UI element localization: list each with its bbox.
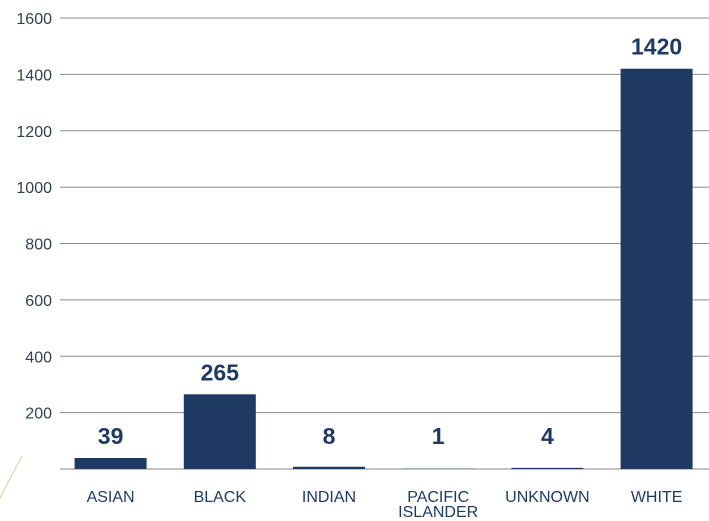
decorative-line	[0, 455, 23, 499]
x-tick-label-line: BLACK	[194, 489, 247, 506]
data-label: 4	[541, 423, 554, 449]
x-tick-label-line: WHITE	[631, 489, 683, 506]
data-label: 39	[98, 423, 124, 449]
x-tick-label-line: INDIAN	[302, 489, 356, 506]
bar	[74, 458, 147, 469]
data-labels: 39 265 8 1 4 1420	[98, 34, 682, 449]
bar	[511, 467, 584, 469]
x-tick-label-line: ASIAN	[87, 489, 135, 506]
data-label: 1420	[631, 34, 682, 60]
y-tick-label: 1400	[16, 67, 52, 84]
y-tick-label: 1000	[16, 180, 52, 197]
y-tick-label: 600	[25, 293, 52, 310]
bar	[620, 68, 693, 470]
x-tick-label: UNKNOWN	[505, 489, 589, 506]
bars	[74, 68, 693, 470]
y-tick-label: 400	[25, 349, 52, 366]
y-tick-label: 1200	[16, 124, 52, 141]
x-tick-label: INDIAN	[302, 489, 356, 506]
data-label: 265	[201, 359, 240, 385]
data-label: 8	[323, 423, 336, 449]
x-tick-label: WHITE	[631, 489, 683, 506]
gridlines	[60, 17, 709, 470]
y-tick-label: 800	[25, 237, 52, 254]
y-tick-label: 1600	[16, 11, 52, 28]
x-tick-label-line: ISLANDER	[398, 504, 478, 521]
x-tick-label-line: UNKNOWN	[505, 489, 589, 506]
x-tick-label-line: PACIFIC	[407, 489, 469, 506]
y-tick-label: 200	[25, 406, 52, 423]
x-tick-label: PACIFIC ISLANDER	[398, 489, 478, 521]
x-axis-ticks: ASIAN BLACK INDIAN PACIFIC ISLANDER UNKNOWN WH…	[87, 489, 683, 521]
bar	[293, 466, 365, 469]
x-tick-label: ASIAN	[87, 489, 135, 506]
x-tick-label: BLACK	[194, 489, 247, 506]
data-label: 1	[432, 423, 445, 449]
bar	[183, 394, 256, 469]
y-axis-ticks: 200 400 600 800 1000 1200 1400 1600	[16, 11, 52, 423]
